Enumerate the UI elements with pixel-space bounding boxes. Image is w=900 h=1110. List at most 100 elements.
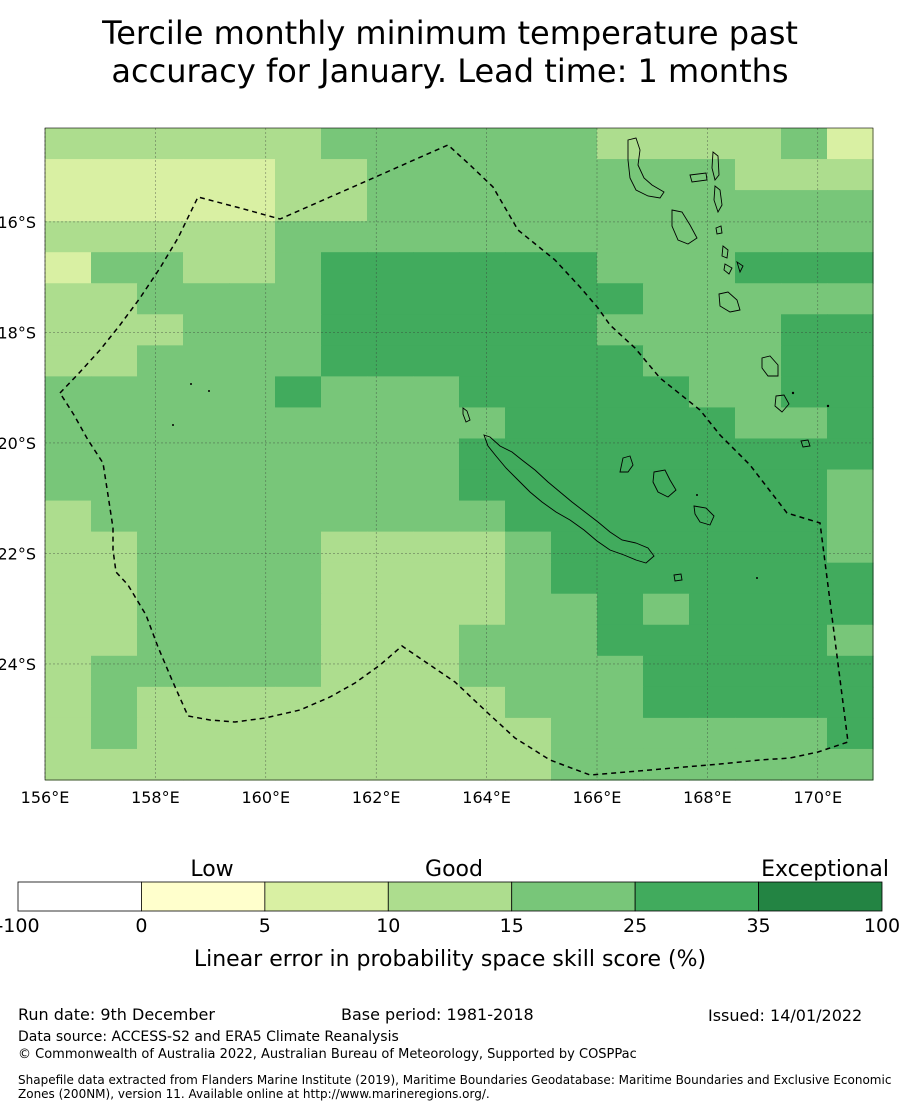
- grid-cell: [137, 252, 184, 284]
- grid-cell: [735, 159, 782, 191]
- grid-cell: [597, 531, 644, 564]
- grid-cell: [735, 655, 782, 688]
- grid-cell: [459, 593, 506, 626]
- longitude-tick-label: 162°E: [352, 788, 401, 807]
- grid-cell: [275, 717, 322, 750]
- grid-cell: [551, 655, 598, 688]
- grid-cell: [827, 500, 874, 533]
- grid-cell: [91, 128, 138, 160]
- grid-cell: [597, 686, 644, 719]
- grid-cell: [367, 469, 414, 502]
- vanuatu-small-5-outline: [736, 260, 744, 274]
- grid-cell: [505, 314, 552, 346]
- vanuatu-island-2-outline: [711, 151, 720, 181]
- grid-cell: [781, 438, 828, 471]
- grid-cell: [275, 376, 322, 409]
- grid-cell: [505, 593, 552, 626]
- grid-cell: [505, 159, 552, 191]
- grid-cell: [321, 655, 368, 688]
- grid-cell: [275, 159, 322, 191]
- grid-cell: [321, 128, 368, 160]
- grid-cell: [137, 345, 184, 377]
- grid-cell: [275, 221, 322, 253]
- colorbar-segment: [264, 881, 389, 912]
- grid-cell: [45, 376, 92, 409]
- grid-cell: [229, 221, 276, 253]
- grid-cell: [91, 748, 138, 781]
- grid-cell: [45, 314, 92, 346]
- grid-cell: [735, 593, 782, 626]
- grid-cell: [137, 221, 184, 253]
- chart-title: Tercile monthly minimum temperature past…: [0, 14, 900, 90]
- grid-cell: [505, 221, 552, 253]
- tiny-islets: [172, 383, 830, 579]
- grid-cell: [597, 283, 644, 315]
- grid-cell: [735, 686, 782, 719]
- grid-cell: [45, 252, 92, 284]
- grid-cell: [183, 283, 230, 315]
- loyalty-island-2-outline: [652, 469, 677, 498]
- grid-cell: [183, 717, 230, 750]
- grid-cell: [827, 531, 874, 564]
- grid-cell: [275, 438, 322, 471]
- grid-cell: [91, 624, 138, 657]
- grid-cell: [229, 190, 276, 222]
- grid-cell: [689, 345, 736, 377]
- grid-cell: [137, 314, 184, 346]
- loyalty-island-3-outline: [693, 505, 715, 526]
- grid-cell: [229, 407, 276, 440]
- grid-cell: [551, 438, 598, 471]
- grid-cell: [551, 345, 598, 377]
- grid-cell: [643, 314, 690, 346]
- grid-cell: [827, 283, 874, 315]
- grid-cell: [321, 562, 368, 595]
- grid-cell: [275, 655, 322, 688]
- colorbar-tick-labels: -100 0 5 10 15 25 35 100: [0, 915, 900, 937]
- grid-cell: [367, 376, 414, 409]
- copyright: © Commonwealth of Australia 2022, Austra…: [18, 1047, 637, 1062]
- maritime-boundary: [59, 144, 849, 776]
- latitude-tick-label: 22°S: [0, 544, 36, 563]
- grid-cell: [551, 407, 598, 440]
- grid-cell: [413, 128, 460, 160]
- grid-cell: [643, 345, 690, 377]
- grid-cell: [137, 159, 184, 191]
- grid-cell: [183, 252, 230, 284]
- grid-cell: [551, 376, 598, 409]
- grid-cell: [45, 593, 92, 626]
- grid-cell: [459, 438, 506, 471]
- grid-cell: [367, 717, 414, 750]
- vanuatu-espiritu-santo-outline: [627, 137, 665, 199]
- grid-cell: [229, 314, 276, 346]
- grid-cell: [229, 128, 276, 160]
- grid-cell: [689, 283, 736, 315]
- grid-cell: [413, 159, 460, 191]
- grid-cell: [781, 190, 828, 222]
- grid-cell: [367, 190, 414, 222]
- grid-cell: [275, 314, 322, 346]
- grid-cell: [367, 686, 414, 719]
- grid-cell: [505, 376, 552, 409]
- grid-cell: [183, 531, 230, 564]
- grid-cell: [321, 283, 368, 315]
- grid-cell: [551, 252, 598, 284]
- grid-cell: [137, 407, 184, 440]
- grid-cell: [367, 438, 414, 471]
- grid-cell: [827, 469, 874, 502]
- grid-cell: [781, 283, 828, 315]
- grid-cell: [597, 314, 644, 346]
- grid-cell: [275, 190, 322, 222]
- grid-cell: [321, 252, 368, 284]
- grid-cell: [183, 190, 230, 222]
- grid-cell: [91, 717, 138, 750]
- grid-cell: [505, 531, 552, 564]
- grid-cell: [321, 438, 368, 471]
- grid-cell: [367, 624, 414, 657]
- grid-cell: [689, 376, 736, 409]
- grid-cell: [597, 655, 644, 688]
- grid-cell: [689, 190, 736, 222]
- grid-cell: [275, 407, 322, 440]
- grid-cell: [643, 159, 690, 191]
- grid-cell: [643, 221, 690, 253]
- grid-cell: [91, 345, 138, 377]
